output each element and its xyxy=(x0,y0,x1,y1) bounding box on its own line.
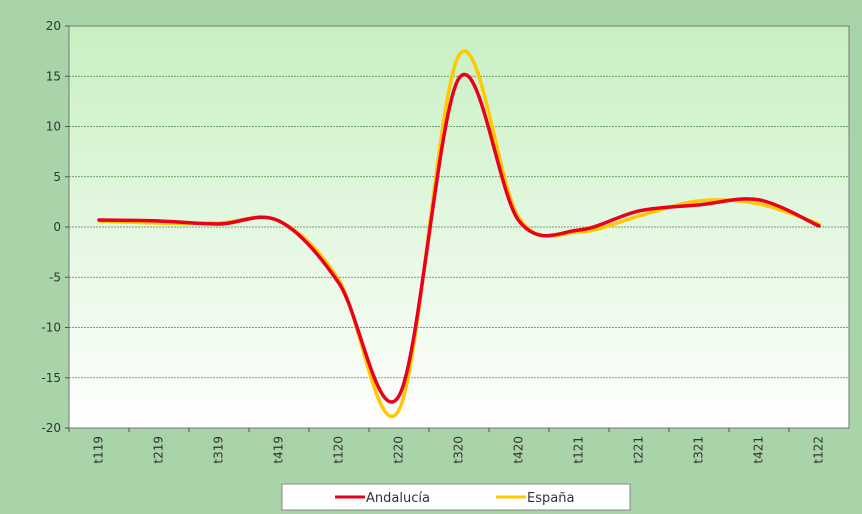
legend-box xyxy=(281,483,631,511)
y-tick-label: 20 xyxy=(46,19,61,33)
x-tick-label: t420 xyxy=(512,436,526,464)
y-tick-label: 15 xyxy=(46,69,61,83)
x-tick-label: t321 xyxy=(692,436,706,464)
x-tick-label: t419 xyxy=(272,436,286,464)
x-tick-label: t120 xyxy=(332,436,346,464)
x-tick-label: t220 xyxy=(392,436,406,464)
y-tick-label: -15 xyxy=(41,371,61,385)
legend-label-espana: España xyxy=(527,491,574,506)
series-lines xyxy=(97,49,821,419)
x-tick-label: t421 xyxy=(752,436,766,464)
x-tick-label: t319 xyxy=(212,436,226,464)
x-tick-label: t121 xyxy=(572,436,586,464)
legend-label-andalucia: Andalucía xyxy=(366,491,430,506)
x-tick-label: t320 xyxy=(452,436,466,464)
x-tick-label: t119 xyxy=(92,436,106,464)
y-tick-label: -10 xyxy=(41,321,61,335)
x-axis: t119 t219 t319 t419 t120 t220 t320 t420 t121 t221… xyxy=(68,428,826,464)
y-tick-label: -5 xyxy=(49,270,61,284)
legend: Andalucía España xyxy=(281,483,631,511)
y-tick-label: 5 xyxy=(53,170,61,184)
grid-lines xyxy=(69,75,849,379)
y-tick-label: -20 xyxy=(41,421,61,435)
x-tick-label: t219 xyxy=(152,436,166,464)
y-axis: 20 15 10 5 0 -5 -10 -15 -20 xyxy=(41,19,69,435)
x-tick-label: t122 xyxy=(812,436,826,464)
y-tick-label: 10 xyxy=(46,120,61,134)
x-tick-label: t221 xyxy=(632,436,646,464)
series-line-andalucia xyxy=(97,72,821,404)
y-tick-label: 0 xyxy=(53,220,61,234)
